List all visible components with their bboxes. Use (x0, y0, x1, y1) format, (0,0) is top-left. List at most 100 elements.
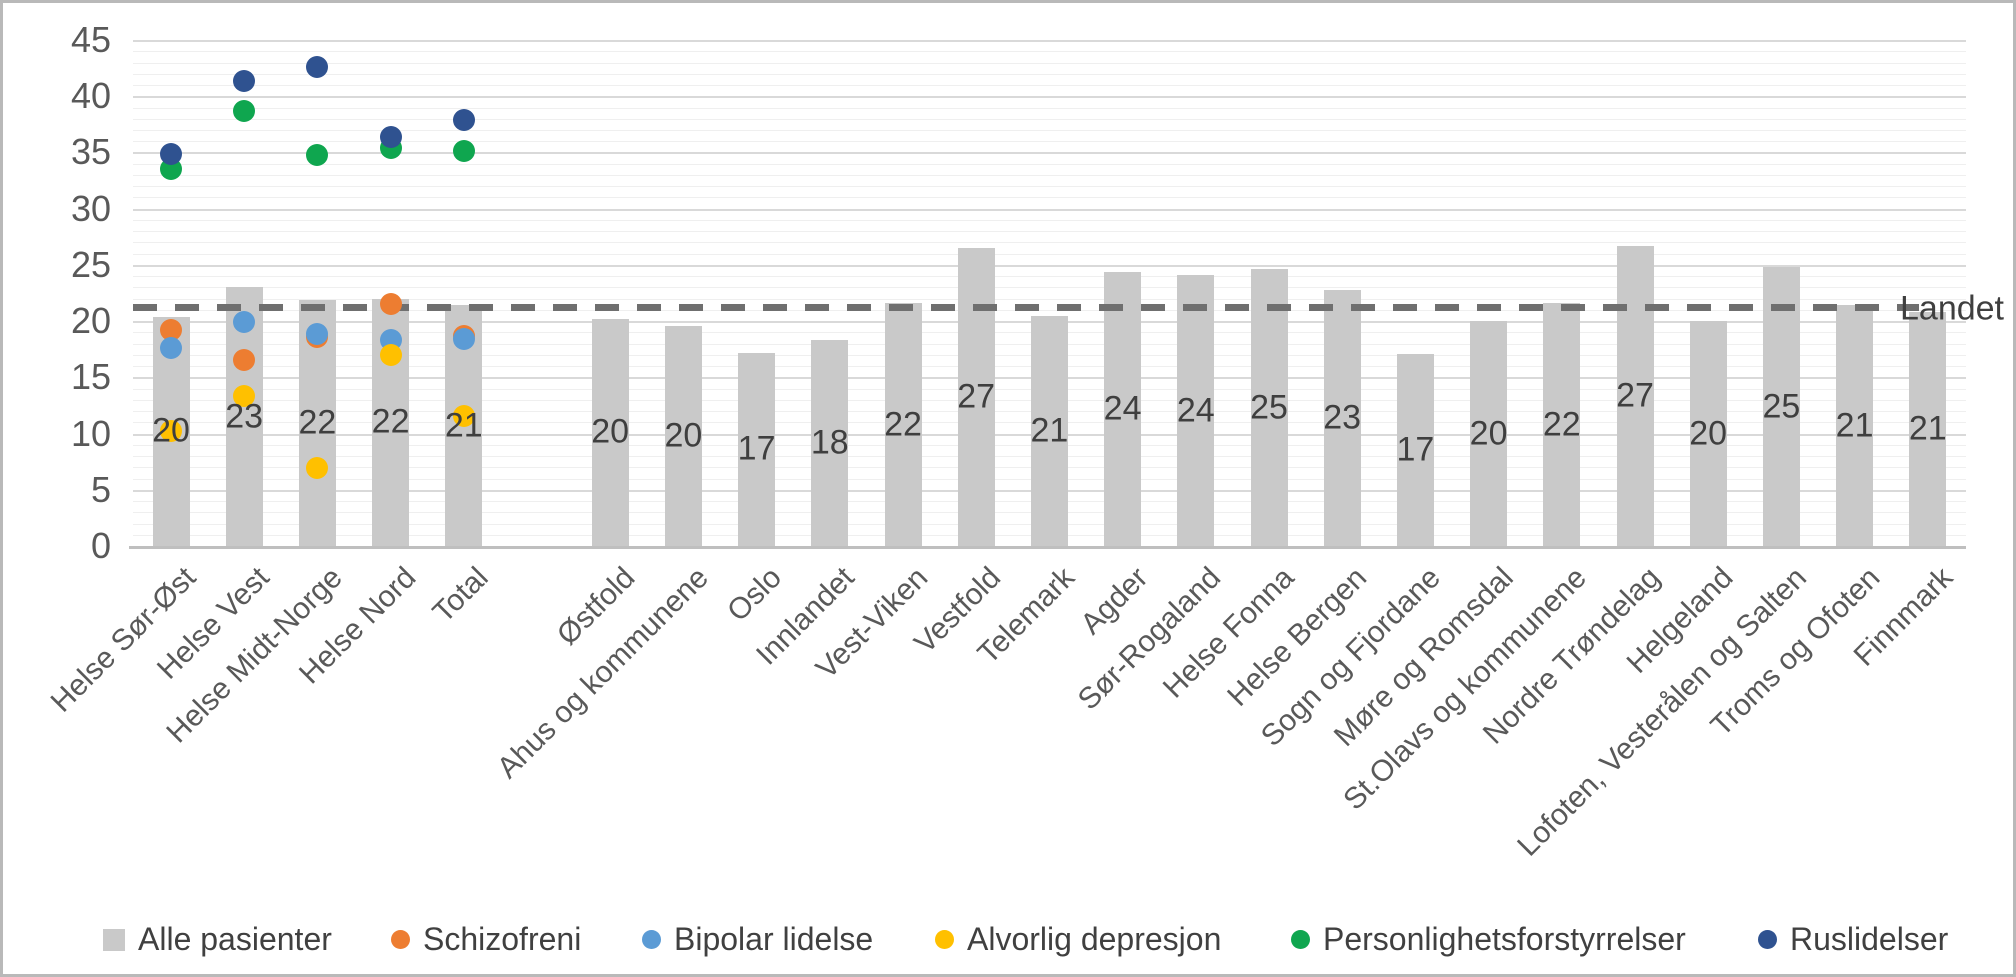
y-axis-tick-label: 10 (70, 412, 111, 454)
bar-value-label: 24 (1176, 391, 1215, 430)
x-axis-line (129, 546, 1966, 549)
bar-value-label: 22 (298, 403, 337, 442)
dot-Ruslidelser (306, 56, 329, 79)
bar-Helse Bergen (1323, 289, 1361, 546)
gridline (133, 85, 1966, 87)
y-axis-tick-label: 45 (70, 19, 111, 61)
bar-value-label: 21 (1835, 406, 1874, 445)
y-axis-tick-label: 35 (70, 131, 111, 173)
dot-Ruslidelser (379, 125, 402, 148)
gridline (133, 197, 1966, 199)
bar-Finnmark (1909, 312, 1947, 546)
bar-value-label: 20 (1469, 414, 1508, 453)
bar-value-label: 22 (884, 405, 922, 444)
y-axis-tick-label: 5 (90, 468, 111, 510)
legend-circle-swatch (1291, 930, 1310, 949)
bar-value-label: 21 (1908, 409, 1947, 448)
legend-label: Alvorlig depresjon (967, 921, 1222, 957)
bar-value-label: 17 (1396, 430, 1435, 469)
gridline (133, 40, 1966, 43)
gridline (133, 264, 1966, 267)
gridline (133, 51, 1966, 53)
reference-line-label: Landet (1900, 289, 2004, 328)
y-axis-tick-label: 20 (70, 300, 111, 342)
gridline (133, 276, 1966, 278)
bar-Lofoten, Vesterålen og Salten (1762, 267, 1800, 546)
dot-Schizofreni (160, 319, 182, 342)
y-axis-tick-labels: 0 5 10 15 20 25 30 35 40 45 (3, 3, 2013, 974)
gridline (133, 152, 1966, 155)
dot-Personlighetsforstyrrelser (306, 143, 329, 166)
dot-Bipolar lidelse (160, 337, 182, 360)
bar-Møre og Romsdal (1470, 321, 1508, 546)
bar-value-label: 22 (371, 402, 410, 441)
legend-label: Personlighetsforstyrrelser (1323, 921, 1686, 957)
dot-Bipolar lidelse (452, 328, 475, 351)
legend-item-alle-pasienter: Alle pasienter (103, 921, 332, 958)
gridline (133, 118, 1966, 120)
dot-Ruslidelser (452, 108, 475, 131)
bar-value-label: 27 (957, 377, 996, 416)
bar-Helse Fonna (1250, 269, 1288, 546)
bar-value-label: 23 (225, 397, 264, 436)
legend-circle-swatch (642, 930, 661, 949)
bar-value-label: 20 (591, 412, 630, 451)
bar-Helgeland (1689, 321, 1727, 546)
bar-Østfold (591, 318, 629, 546)
bar-value-label: 20 (152, 411, 190, 450)
bar-value-label: 17 (737, 429, 776, 468)
scatter-dots-layer (3, 3, 2013, 974)
dot-Bipolar lidelse (306, 322, 329, 345)
dot-Ruslidelser (233, 69, 256, 92)
gridline (133, 186, 1966, 188)
dot-Alvorlig depresjon (160, 420, 182, 443)
y-axis-tick-label: 25 (70, 243, 111, 285)
dot-Ruslidelser (160, 142, 182, 165)
gridline (133, 253, 1966, 255)
gridline (133, 107, 1966, 109)
legend-circle-swatch (935, 930, 954, 949)
bar-value-label: 24 (1103, 389, 1142, 428)
bar-Troms og Ofoten (1836, 305, 1874, 546)
gridline (133, 96, 1966, 99)
bar-value-label: 25 (1762, 387, 1801, 426)
gridline (133, 141, 1966, 143)
gridline (133, 219, 1966, 221)
legend-label: Bipolar lidelse (674, 921, 874, 957)
bars-layer (3, 3, 2013, 974)
bar-Vest-Viken (884, 303, 922, 546)
bar-Oslo (738, 352, 776, 546)
dot-Alvorlig depresjon (452, 404, 475, 427)
bar-Telemark (1030, 315, 1068, 546)
legend-label: Alle pasienter (138, 921, 332, 957)
y-axis-tick-label: 15 (70, 356, 111, 398)
bar-value-labels-layer: 20 23 22 22 21 20 20 17 18 22 27 21 24 24 25 23 17 20 22 27… (3, 3, 2013, 974)
legend-item-ruslidelser: Ruslidelser (1758, 921, 1948, 958)
legend-square-swatch (103, 928, 125, 951)
dot-Alvorlig depresjon (379, 343, 402, 366)
gridline (133, 231, 1966, 233)
bar-Sør-Rogaland (1177, 275, 1215, 546)
gridline (133, 298, 1966, 300)
legend-item-bipolar-lidelse: Bipolar lidelse (642, 921, 873, 958)
bar-value-label: 20 (1689, 414, 1728, 453)
dot-Personlighetsforstyrrelser (452, 140, 475, 163)
gridline (133, 174, 1966, 176)
gridline (133, 163, 1966, 165)
reference-dashed-line (133, 303, 1919, 311)
bar-value-label: 20 (664, 416, 703, 455)
dot-Schizofreni (379, 293, 402, 316)
bar-value-label: 25 (1250, 388, 1288, 427)
gridline (133, 287, 1966, 289)
legend-label: Schizofreni (423, 921, 582, 957)
y-axis-tick-label: 40 (70, 75, 111, 117)
legend-label: Ruslidelser (1790, 921, 1949, 957)
bar-value-label: 22 (1542, 405, 1581, 444)
bar-Vestfold (957, 248, 995, 546)
bar-Nordre Trøndelag (1616, 245, 1654, 546)
gridline (133, 208, 1966, 211)
bar-value-label: 23 (1323, 398, 1362, 437)
bar-value-label: 18 (810, 423, 849, 462)
bar-value-label: 21 (444, 406, 483, 445)
